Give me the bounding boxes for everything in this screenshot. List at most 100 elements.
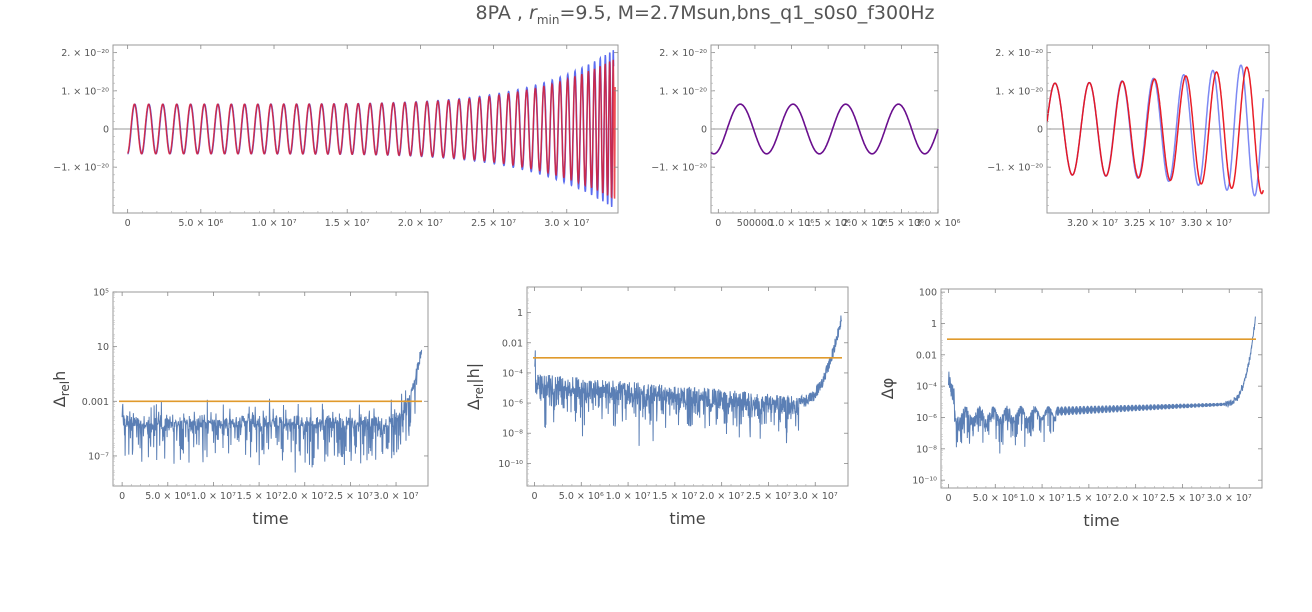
delta-rel-abs-h-xtick-label: 2.5 × 10⁷ <box>746 491 791 502</box>
waveform-early-xtick-label: 0 <box>715 218 721 229</box>
delta-rel-abs-h-ytick-label: 10⁻⁶ <box>502 399 523 410</box>
delta-phi-xtick-label: 1.0 × 10⁷ <box>1020 493 1065 504</box>
waveform-early-ytick-label: 2. × 10⁻²⁰ <box>659 48 707 59</box>
delta-rel-abs-h-xtick-label: 1.0 × 10⁷ <box>606 491 651 502</box>
delta-rel-h-xtick-label: 3.0 × 10⁷ <box>374 491 419 502</box>
delta-rel-abs-h-xtick-label: 3.0 × 10⁷ <box>793 491 838 502</box>
delta-rel-h-xtick-label: 1.5 × 10⁷ <box>237 491 282 502</box>
title-r: r <box>529 2 537 24</box>
waveform-full-xtick-label: 5.0 × 10⁶ <box>178 218 223 229</box>
waveform-full-xtick-label: 1.0 × 10⁷ <box>252 218 297 229</box>
delta-rel-abs-h-ytick-label: 10⁻⁴ <box>502 368 523 379</box>
waveform-full-ytick-label: 2. × 10⁻²⁰ <box>61 48 109 59</box>
delta-rel-h-xtick-label: 0 <box>119 491 125 502</box>
waveform-late-ytick-label: 0 <box>1037 125 1043 136</box>
waveform-full-ytick-label: 1. × 10⁻²⁰ <box>61 86 109 97</box>
delta-phi-ytick-label: 10⁻⁶ <box>916 413 937 424</box>
waveform-early-ytick-label: 1. × 10⁻²⁰ <box>659 86 707 97</box>
delta-rel-abs-h-series <box>534 315 842 446</box>
waveform-late-series-red <box>1047 66 1265 195</box>
delta-phi-xtick-label: 3.0 × 10⁷ <box>1207 493 1252 504</box>
figure-title: 8PA , rmin=9.5, M=2.7Msun,bns_q1_s0s0_f3… <box>0 2 1312 27</box>
title-rest: =9.5, M=2.7Msun,bns_q1_s0s0_f300Hz <box>559 2 935 24</box>
delta-phi-series <box>948 316 1256 454</box>
delta-phi-xtick-label: 0 <box>945 493 951 504</box>
waveform-full-xtick-label: 0 <box>125 218 131 229</box>
waveform-late-ytick-label: −1. × 10⁻²⁰ <box>987 163 1043 174</box>
delta-rel-abs-h-panel: 0 5.0 × 10⁶ 1.0 × 10⁷ 1.5 × 10⁷ 2.0 × 10⁷ 2.5… <box>464 286 849 528</box>
delta-rel-abs-h-xlabel: time <box>669 509 705 528</box>
delta-rel-h-xtick-label: 1.0 × 10⁷ <box>191 491 236 502</box>
waveform-early-xtick-label: 1.0 × 10⁶ <box>769 218 814 229</box>
delta-rel-h-ytick-label: 10 <box>97 342 109 353</box>
waveform-full-series-red <box>126 59 616 199</box>
delta-rel-h-ylabel-main: Δ <box>50 396 69 407</box>
delta-phi-xlabel: time <box>1083 511 1119 530</box>
waveform-full-xtick-label: 3.0 × 10⁷ <box>544 218 589 229</box>
waveform-full-xtick-label: 1.5 × 10⁷ <box>325 218 370 229</box>
waveform-late-xtick-label: 3.25 × 10⁷ <box>1124 218 1175 229</box>
delta-rel-h-ylabel: Δrelh <box>50 371 72 407</box>
delta-rel-h-ytick-label: 0.001 <box>82 397 109 408</box>
waveform-early-xtick-label: 3.0 × 10⁶ <box>915 218 960 229</box>
waveform-full-xtick-label: 2.5 × 10⁷ <box>471 218 516 229</box>
waveform-full-ytick-label: −1. × 10⁻²⁰ <box>53 163 109 174</box>
delta-rel-abs-h-ylabel-sub: rel <box>472 384 486 399</box>
delta-rel-h-series <box>121 349 423 473</box>
waveform-early-ytick-label: 0 <box>701 125 707 136</box>
delta-rel-h-ylabel-sub: rel <box>58 381 72 396</box>
delta-rel-h-xtick-label: 2.5 × 10⁷ <box>328 491 373 502</box>
delta-rel-h-frame <box>112 291 429 487</box>
waveform-late-xtick-label: 3.30 × 10⁷ <box>1181 218 1232 229</box>
delta-phi-ylabel: Δφ <box>878 378 897 400</box>
delta-rel-abs-h-ylabel: Δrel|h| <box>464 363 486 410</box>
waveform-late-panel: 3.20 × 10⁷ 3.25 × 10⁷ 3.30 × 10⁷ −1. × 10⁻²… <box>987 44 1270 229</box>
waveform-late-ytick-label: 1. × 10⁻²⁰ <box>995 86 1043 97</box>
waveform-full-xtick-label: 2.0 × 10⁷ <box>398 218 443 229</box>
delta-rel-h-ytick-label: 10⁻⁷ <box>88 451 109 462</box>
delta-phi-ytick-label: 1 <box>931 319 937 330</box>
delta-phi-xtick-label: 2.5 × 10⁷ <box>1160 493 1205 504</box>
delta-rel-abs-h-ytick-label: 0.01 <box>502 338 523 349</box>
delta-rel-h-xlabel: time <box>252 509 288 528</box>
delta-phi-ytick-label: 10⁻⁸ <box>916 444 937 455</box>
title-sub: min <box>536 12 560 27</box>
waveform-early-xtick-label: 2.5 × 10⁶ <box>879 218 924 229</box>
delta-phi-frame <box>940 288 1263 489</box>
delta-rel-abs-h-xtick-label: 1.5 × 10⁷ <box>652 491 697 502</box>
delta-rel-h-xtick-label: 2.0 × 10⁷ <box>282 491 327 502</box>
waveform-early-series-purple <box>710 103 939 155</box>
delta-rel-abs-h-ytick-label: 10⁻⁸ <box>502 429 523 440</box>
delta-rel-h-ylabel-end: h <box>50 371 69 381</box>
delta-rel-abs-h-ytick-label: 1 <box>517 308 523 319</box>
delta-rel-abs-h-xtick-label: 2.0 × 10⁷ <box>699 491 744 502</box>
delta-phi-ytick-label: 10⁻⁴ <box>916 382 937 393</box>
delta-phi-ylabel-main: Δφ <box>878 378 897 400</box>
delta-rel-abs-h-ylabel-main: Δ <box>464 399 483 410</box>
waveform-late-ytick-label: 2. × 10⁻²⁰ <box>995 48 1043 59</box>
delta-phi-xtick-label: 5.0 × 10⁶ <box>973 493 1018 504</box>
delta-phi-panel: 0 5.0 × 10⁶ 1.0 × 10⁷ 1.5 × 10⁷ 2.0 × 10⁷ 2.5… <box>878 288 1263 530</box>
delta-rel-h-panel: 0 5.0 × 10⁶ 1.0 × 10⁷ 1.5 × 10⁷ 2.0 × 10⁷ 2.5… <box>50 288 429 528</box>
delta-rel-abs-h-frame <box>526 286 849 487</box>
delta-phi-ytick-label: 0.01 <box>916 350 937 361</box>
delta-phi-ytick-label: 100 <box>919 288 937 299</box>
delta-rel-abs-h-xtick-label: 0 <box>531 491 537 502</box>
waveform-early-xtick-label: 500000 <box>737 218 773 229</box>
waveform-early-xtick-label: 1.5 × 10⁶ <box>806 218 851 229</box>
delta-phi-ytick-label: 10⁻¹⁰ <box>912 476 937 487</box>
waveform-early-xtick-label: 2.0 × 10⁶ <box>842 218 887 229</box>
waveform-full-panel: 0 5.0 × 10⁶ 1.0 × 10⁷ 1.5 × 10⁷ 2.0 × 10⁷ 2.5… <box>53 44 619 229</box>
waveform-full-ytick-label: 0 <box>103 125 109 136</box>
delta-phi-xtick-label: 2.0 × 10⁷ <box>1113 493 1158 504</box>
delta-rel-abs-h-ytick-label: 10⁻¹⁰ <box>498 459 523 470</box>
title-prefix: 8PA , <box>475 2 529 24</box>
waveform-late-xtick-label: 3.20 × 10⁷ <box>1067 218 1118 229</box>
delta-phi-xtick-label: 1.5 × 10⁷ <box>1066 493 1111 504</box>
waveform-early-ytick-label: −1. × 10⁻²⁰ <box>651 163 707 174</box>
delta-rel-abs-h-xtick-label: 5.0 × 10⁶ <box>559 491 604 502</box>
delta-rel-abs-h-ylabel-end: |h| <box>464 363 483 384</box>
delta-rel-h-ytick-label: 10⁵ <box>93 288 109 299</box>
